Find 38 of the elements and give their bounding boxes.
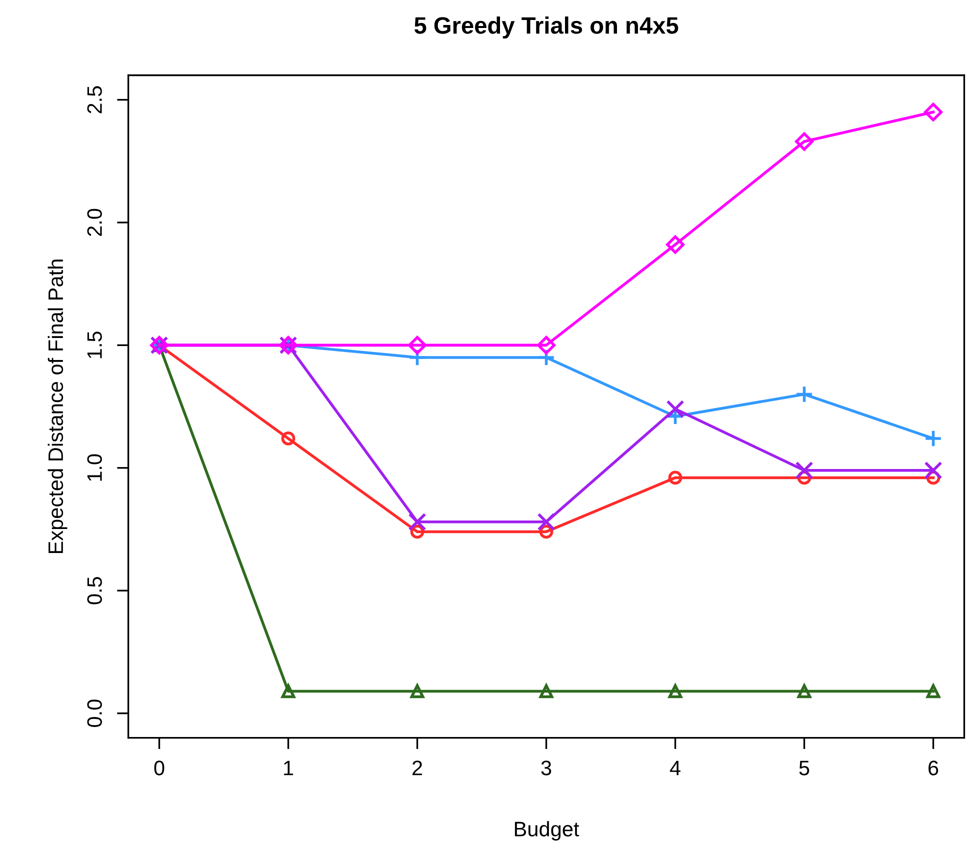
point [281,432,296,446]
point [408,336,427,354]
point [537,336,556,354]
point [668,684,682,698]
point [666,400,684,418]
point [666,235,685,254]
point [539,684,554,698]
point [797,684,812,698]
x-tick-label: 0 [154,760,164,776]
point [795,461,814,480]
point [539,524,554,539]
y-tick-label: 0.5 [87,576,102,604]
x-axis-title: Budget [514,821,580,841]
point [924,429,942,448]
x-tick-label: 5 [799,760,810,776]
point [795,385,814,404]
point [926,684,940,698]
y-tick-label: 1.5 [87,332,102,358]
point [668,470,682,485]
x-tick-label: 4 [670,760,680,776]
x-tick-label: 1 [284,760,294,776]
chart-title: 5 Greedy Trials on n4x5 [414,16,678,38]
point [410,524,424,539]
x-tick-label: 3 [541,760,552,776]
point [924,461,942,480]
point [537,512,556,531]
point [281,684,296,698]
y-tick-label: 2.5 [87,86,102,114]
point [795,132,814,151]
point [410,684,424,698]
point [924,102,943,122]
y-axis-title: Expected Distance of Final Path [48,260,68,554]
y-tick-label: 1.0 [87,454,102,481]
x-tick-label: 6 [928,760,938,776]
y-tick-label: 0.0 [87,700,102,727]
x-tick-label: 2 [412,760,422,776]
y-tick-label: 2.0 [87,208,102,236]
point [408,512,426,531]
